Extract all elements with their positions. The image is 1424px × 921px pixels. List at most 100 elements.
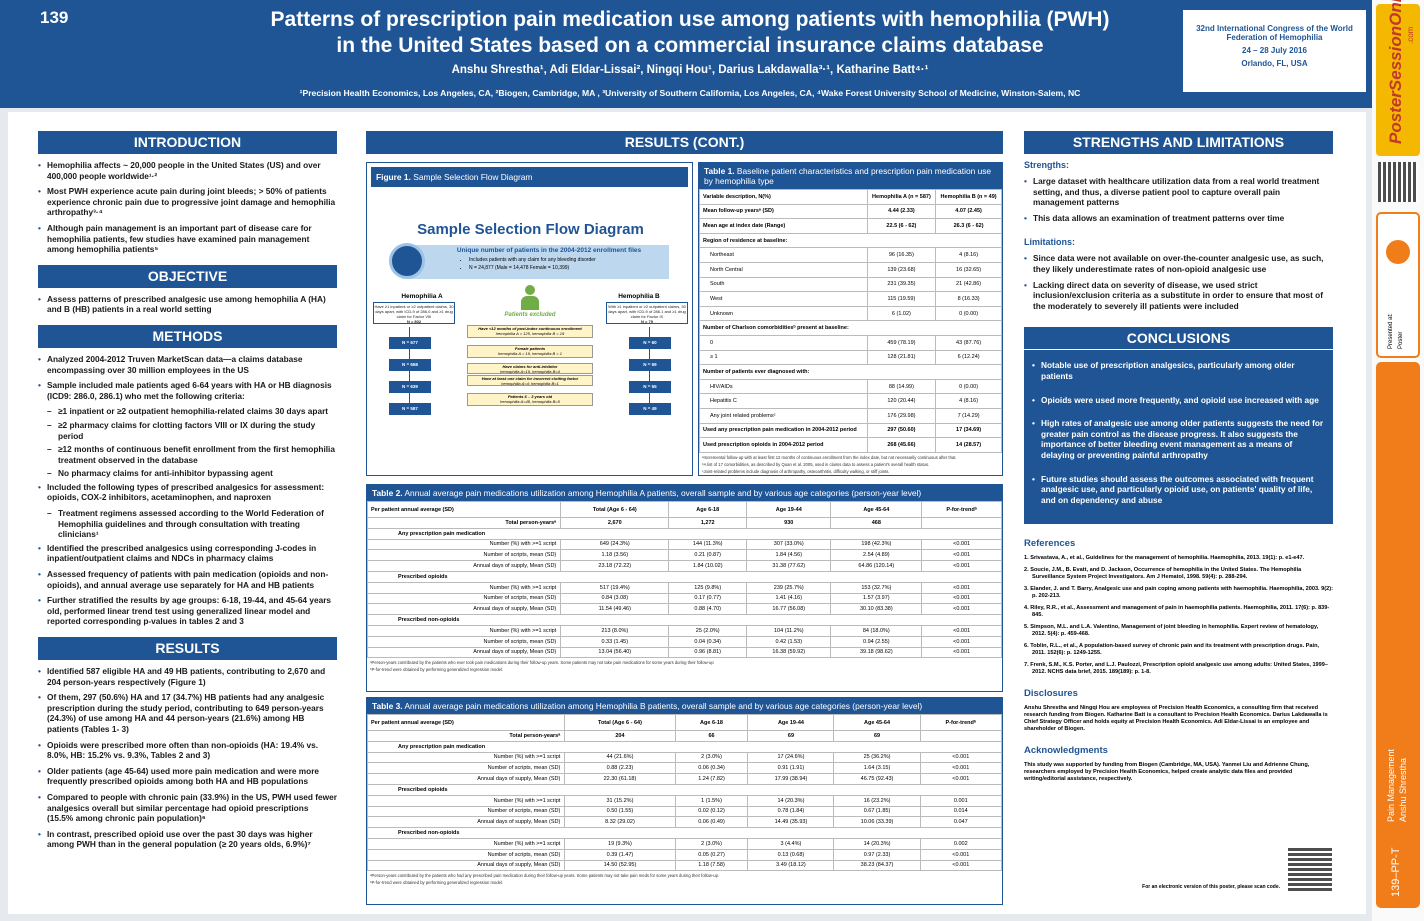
funnel-step: N = 639 (389, 381, 431, 393)
cell: 1 (1.5%) (674, 794, 749, 807)
bullet: Lacking direct data on severity of disea… (1024, 280, 1333, 312)
cell: Number (%) with >=1 script (366, 581, 562, 594)
content: INTRODUCTION Hemophilia affects ~ 20,000 … (8, 112, 1366, 914)
row: Number (%) with >=1 script 19 (9.3%) 2 (3.… (366, 837, 1003, 850)
funnel-step: N = 658 (389, 359, 431, 371)
reference: 6. Toblin, R.L., et al., A population-ba… (1024, 643, 1320, 657)
row: Number of scripts, mean (SD) 1.18 (3.56) 0… (366, 549, 1002, 562)
bullet: Of them, 297 (50.6%) HA and 17 (34.7%) H… (38, 692, 337, 734)
cell: 6 (12.24) (935, 349, 1002, 366)
cell: 64.86 (120.14) (830, 560, 923, 572)
cell: <0.001 (921, 624, 1002, 637)
header-cell: Age 45-64 (830, 501, 923, 518)
row: Number (%) with >=1 script 649 (24.3%) 144… (366, 538, 1002, 551)
cell: 517 (19.4%) (560, 581, 670, 594)
cell: 649 (24.3%) (560, 538, 670, 551)
criteria: Have ≥1 inpatient or ≥2 outpatient claim… (374, 304, 454, 319)
criteria-box: Have ≥1 inpatient or ≥2 outpatient claim… (373, 302, 455, 324)
cell: 1.84 (10.02) (668, 560, 748, 572)
funnel-step: N = 55 (629, 381, 671, 393)
cell: 14 (20.3%) (747, 794, 835, 807)
cell: Mean age at index date (Range) (699, 218, 868, 234)
bullet: Although pain management is an important… (38, 223, 337, 255)
arrow (649, 327, 650, 337)
bullet-list: Hemophilia affects ~ 20,000 people in th… (38, 160, 337, 255)
cell: <0.001 (919, 859, 1003, 872)
presented-box: Presented at: Poster (1376, 212, 1420, 358)
header-cell: Age 6-18 (674, 714, 749, 731)
table-caption: Table 1. Baseline patient characteristic… (699, 163, 1002, 189)
conclusions: CONCLUSIONS Notable use of prescription a… (1024, 327, 1333, 525)
cell: 39.18 (98.62) (830, 646, 923, 659)
header-cell: Per patient annual average (SD) (366, 714, 566, 731)
figure-caption: Figure 1. Sample Selection Flow Diagram (371, 167, 688, 187)
cell: <0.001 (921, 581, 1002, 594)
section-heading: OBJECTIVE (38, 264, 337, 288)
topic: Pain Management (1386, 748, 1396, 822)
table-caption-text: Annual average pain medications utilizat… (404, 488, 922, 498)
enrollment-bullet: N = 24,877 (Male = 14,478 Female = 10,39… (469, 264, 669, 272)
person-icon (521, 296, 539, 310)
enrollment-bullet: Includes patients with any claim for any… (469, 256, 669, 264)
funnel-step: N = 59 (629, 359, 671, 371)
section: STRENGTHS AND LIMITATIONS Strengths: Large… (1024, 131, 1333, 311)
header-row: Per patient annual average (SD) Total (Ag… (366, 714, 1003, 731)
cell: 0.02 (0.12) (674, 805, 749, 818)
cell: 0.06 (0.34) (674, 762, 749, 775)
cell: <0.001 (919, 848, 1003, 861)
cell: Annual days of supply, Mean (SD) (366, 859, 566, 872)
congress-line: 24 – 28 July 2016 (1242, 46, 1307, 55)
brand: PosterSessionOnline (1386, 0, 1405, 144)
cell: 0 (0.00) (935, 305, 1002, 322)
cell: Number (%) with >=1 script (366, 538, 562, 551)
arrow (409, 349, 410, 359)
exclusion-box: Have claims for anti-inhibitor hemophilia… (467, 363, 593, 374)
table-note: ᵃPerson-years contributed by the patient… (370, 660, 714, 666)
cell: 44 (21.6%) (564, 751, 676, 764)
group-label: Hemophilia A (401, 293, 443, 300)
count: N = 79 (641, 319, 653, 324)
row: South 231 (39.35) 21 (42.86) (699, 276, 1002, 293)
cell: <0.001 (921, 560, 1002, 572)
cell: 120 (20.44) (866, 393, 937, 409)
row: Annual days of supply, Mean (SD) 23.18 (7… (366, 560, 1002, 572)
arrow (649, 393, 650, 403)
row: Used any prescription pain medication in… (699, 422, 1002, 439)
affiliations: ¹Precision Health Economics, Los Angeles… (299, 88, 1081, 98)
cell: North Central (699, 261, 868, 278)
cell: Prescribed opioids (367, 570, 1002, 583)
cell: Region of residence at baseline: (699, 232, 1002, 249)
table-note: ᵇP-for-trend were obtained by performing… (370, 667, 504, 673)
cell: <0.001 (921, 635, 1002, 648)
excluded-label: Patients excluded (504, 312, 556, 318)
arrow (409, 393, 410, 403)
table: Per patient annual average (SD) Total (Ag… (366, 714, 1003, 872)
section: OBJECTIVE Assess patterns of prescribed a… (38, 264, 337, 315)
congress-line: 32nd International Congress of the World… (1196, 24, 1353, 42)
cell: 0.17 (0.77) (668, 592, 748, 605)
cell: <0.001 (919, 762, 1003, 775)
row: Hepatitis C 120 (20.44) 4 (8.16) (699, 393, 1002, 409)
brand-block: PosterSessionOnline .com (1376, 0, 1420, 156)
enrollment-title: Unique number of patients in the 2004-20… (456, 247, 642, 254)
cell: 4 (8.16) (935, 247, 1002, 263)
reference: 1. Srivastava, A., et al., Guidelines fo… (1024, 555, 1305, 562)
row: Number of scripts, mean (SD) 0.33 (1.45) 0… (366, 635, 1002, 648)
cell: 0.014 (919, 805, 1003, 818)
cell: Number of scripts, mean (SD) (366, 805, 566, 818)
figure-title: Sample Selection Flow Diagram (417, 221, 644, 238)
funnel-step: N = 49 (629, 403, 671, 415)
cell: 22.30 (61.18) (564, 773, 676, 785)
cell: <0.001 (921, 646, 1002, 659)
cell: 213 (8.0%) (560, 624, 670, 637)
cell: Total person-yearsᵃ (366, 730, 566, 742)
acknowledgments-text: This study was supported by funding from… (1024, 762, 1310, 783)
bullet-list: Notable use of prescription analgesics, … (1024, 360, 1333, 505)
table-caption: Table 2. Annual average pain medications… (367, 485, 1002, 501)
cell: <0.001 (919, 751, 1003, 764)
sub-bullet: No pharmacy claims for anti-inhibitor by… (38, 468, 337, 479)
row: Mean age at index date (Range) 22.5 (6 - … (699, 218, 1002, 234)
bullet-list: Assess patterns of prescribed analgesic … (38, 294, 337, 315)
sidebar: PosterSessionOnline .com Presented at: P… (1372, 0, 1424, 921)
cell: 21 (42.86) (935, 276, 1002, 293)
